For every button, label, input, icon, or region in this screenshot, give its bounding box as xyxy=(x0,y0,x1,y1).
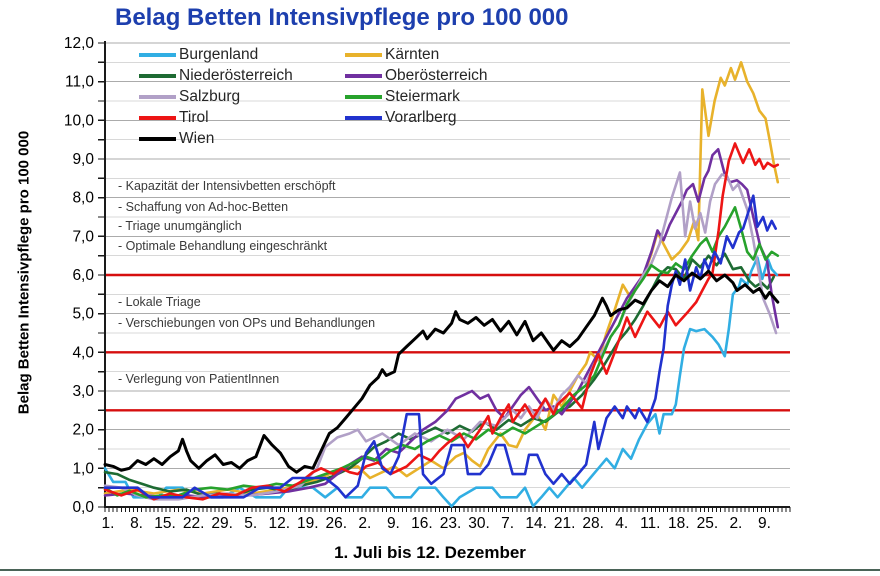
x-tick-label: 30. xyxy=(468,515,490,532)
x-tick-label: 29. xyxy=(211,515,233,532)
series-line-salzburg xyxy=(103,171,778,501)
threshold-annotation: - Triage unumgänglich xyxy=(118,218,242,233)
legend-label: Salzburg xyxy=(179,87,241,105)
x-tick-label: 14. xyxy=(525,515,547,532)
x-tick-label: 12. xyxy=(268,515,290,532)
legend-item-wien: Wien xyxy=(139,130,345,148)
x-tick-label: 22. xyxy=(183,515,205,532)
x-tick-label: 2. xyxy=(729,515,742,532)
x-tick-label: 25. xyxy=(697,515,719,532)
y-tick-label: 11,0 xyxy=(65,74,94,91)
legend-swatch xyxy=(139,115,176,120)
legend-item-oberösterreich: Oberösterreich xyxy=(345,67,545,85)
legend-swatch xyxy=(345,94,382,99)
x-tick-label: 4. xyxy=(615,515,628,532)
y-tick-label: 12,0 xyxy=(64,35,95,52)
threshold-annotation: - Lokale Triage xyxy=(118,294,201,309)
legend-item-burgenland: Burgenland xyxy=(139,46,345,64)
legend-label: Vorarlberg xyxy=(385,108,457,126)
legend-item-niederösterreich: Niederösterreich xyxy=(139,67,345,85)
threshold-annotation: - Verlegung von PatientInnen xyxy=(118,372,280,387)
legend-swatch xyxy=(139,73,176,78)
series-line-vorarlberg xyxy=(103,194,778,499)
y-tick-label: 8,0 xyxy=(72,190,94,207)
legend-swatch xyxy=(139,136,176,141)
threshold-annotation: - Schaffung von Ad-hoc-Betten xyxy=(118,200,289,215)
y-tick-label: 2,0 xyxy=(72,422,94,439)
series-line-niederösterreich xyxy=(103,252,776,497)
x-axis-title: 1. Juli bis 12. Dezember xyxy=(334,543,526,562)
legend-swatch xyxy=(345,73,382,78)
y-tick-label: 7,0 xyxy=(72,228,94,245)
x-tick-label: 21. xyxy=(554,515,576,532)
y-tick-label: 4,0 xyxy=(72,344,94,361)
x-tick-label: 9. xyxy=(387,515,400,532)
legend-label: Burgenland xyxy=(179,45,259,63)
x-tick-label: 16. xyxy=(411,515,433,532)
x-tick-label: 18. xyxy=(668,515,690,532)
x-tick-label: 11. xyxy=(640,515,660,532)
legend: Burgenland Kärnten Niederösterreich Oberöst… xyxy=(139,44,545,149)
series-line-wien xyxy=(103,269,780,474)
x-tick-label: 9. xyxy=(758,515,771,532)
x-tick-label: 5. xyxy=(244,515,257,532)
x-tick-label: 1. xyxy=(102,515,115,532)
legend-swatch xyxy=(345,52,382,57)
legend-item-tirol: Tirol xyxy=(139,109,345,127)
legend-label: Steiermark xyxy=(385,87,460,105)
y-tick-label: 9,0 xyxy=(72,151,94,168)
x-tick-label: 8. xyxy=(130,515,143,532)
legend-label: Niederösterreich xyxy=(179,66,293,84)
x-tick-label: 26. xyxy=(326,515,348,532)
y-tick-label: 5,0 xyxy=(72,306,94,323)
legend-label: Tirol xyxy=(179,108,209,126)
x-tick-label: 7. xyxy=(501,515,514,532)
legend-swatch xyxy=(139,94,176,99)
legend-item-vorarlberg: Vorarlberg xyxy=(345,109,545,127)
x-tick-label: 23. xyxy=(440,515,462,532)
x-tick-label: 2. xyxy=(358,515,371,532)
chart-title: Belag Betten Intensivpflege pro 100 000 xyxy=(115,4,569,31)
legend-label: Kärnten xyxy=(385,45,440,63)
legend-swatch xyxy=(345,115,382,120)
x-tick-label: 15. xyxy=(154,515,176,532)
y-tick-label: 0,0 xyxy=(72,499,94,516)
x-tick-label: 28. xyxy=(582,515,604,532)
x-tick-label: 19. xyxy=(297,515,319,532)
legend-label: Oberösterreich xyxy=(385,66,488,84)
legend-item-salzburg: Salzburg xyxy=(139,88,345,106)
legend-swatch xyxy=(139,52,176,57)
threshold-annotation: - Kapazität der Intensivbetten erschöpft xyxy=(118,179,336,194)
threshold-annotation: - Verschiebungen von OPs und Behandlunge… xyxy=(118,316,376,331)
legend-item-kärnten: Kärnten xyxy=(345,46,545,64)
threshold-annotation: - Optimale Behandlung eingeschränkt xyxy=(118,239,328,254)
legend-item-steiermark: Steiermark xyxy=(345,88,545,106)
bottom-rule xyxy=(0,569,880,571)
y-tick-label: 10,0 xyxy=(64,112,95,129)
legend-label: Wien xyxy=(179,129,215,147)
y-tick-label: 6,0 xyxy=(72,267,94,284)
y-tick-label: 1,0 xyxy=(72,460,94,477)
y-tick-label: 3,0 xyxy=(72,383,94,400)
series-line-tirol xyxy=(103,142,780,501)
